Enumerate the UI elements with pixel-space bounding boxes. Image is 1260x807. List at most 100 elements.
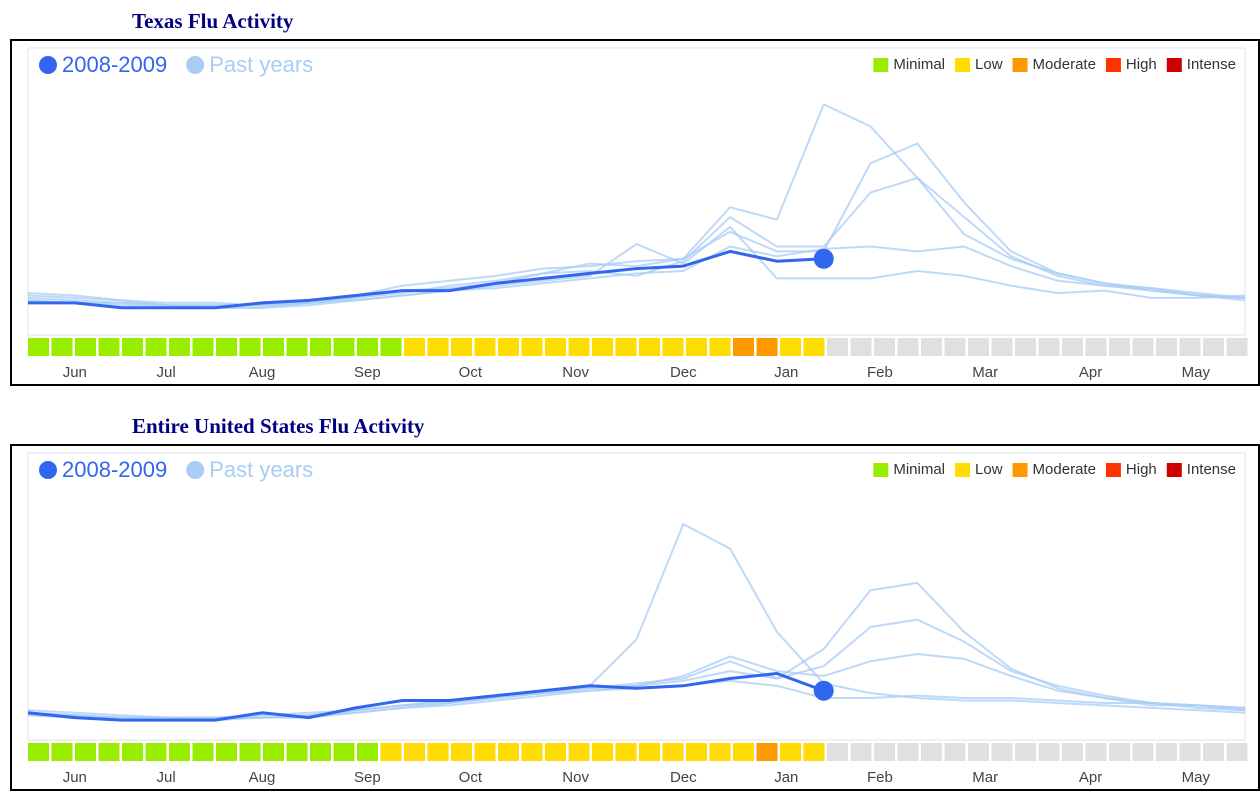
activity-legend-swatch — [955, 463, 971, 477]
activity-square — [897, 743, 919, 761]
activity-square — [286, 743, 308, 761]
activity-square — [1132, 743, 1154, 761]
activity-square — [1156, 743, 1177, 761]
activity-square — [874, 338, 895, 356]
x-tick-label: Nov — [562, 769, 589, 786]
activity-square — [122, 743, 143, 761]
activity-square — [592, 743, 613, 761]
x-tick-label: Aug — [249, 364, 276, 381]
activity-square — [169, 743, 190, 761]
activity-square — [333, 338, 355, 356]
activity-square — [827, 338, 848, 356]
activity-square — [498, 338, 519, 356]
activity-legend-label: High — [1126, 461, 1157, 478]
activity-square — [404, 743, 425, 761]
activity-legend-swatch — [1105, 463, 1121, 477]
activity-square — [192, 743, 214, 761]
activity-square — [239, 338, 261, 356]
activity-square — [709, 743, 731, 761]
activity-legend-swatch — [1166, 463, 1182, 477]
activity-square — [380, 743, 402, 761]
panel-border — [10, 444, 1260, 791]
x-tick-label: Mar — [972, 769, 998, 786]
activity-square — [28, 338, 49, 356]
activity-square — [51, 338, 73, 356]
activity-square — [827, 743, 848, 761]
past-year-line — [27, 245, 1246, 309]
activity-square — [286, 338, 308, 356]
activity-square — [968, 338, 989, 356]
activity-square — [968, 743, 989, 761]
past-year-line — [27, 225, 1246, 307]
activity-square — [263, 338, 284, 356]
activity-square — [357, 743, 378, 761]
x-tick-label: May — [1182, 364, 1211, 381]
activity-square — [1038, 743, 1060, 761]
legend-dot — [186, 461, 205, 479]
activity-square — [427, 338, 449, 356]
activity-legend-swatch — [873, 463, 889, 477]
activity-legend-label: Minimal — [893, 56, 945, 73]
activity-square — [145, 338, 167, 356]
activity-square — [780, 743, 801, 761]
activity-square — [991, 338, 1013, 356]
x-tick-label: Apr — [1079, 364, 1102, 381]
plot-border — [27, 452, 1246, 741]
activity-square — [1062, 338, 1083, 356]
legend-label: 2008-2009 — [62, 457, 167, 482]
activity-square — [1179, 743, 1201, 761]
x-tick-label: Jan — [774, 769, 798, 786]
activity-square — [780, 338, 801, 356]
activity-square — [662, 338, 684, 356]
activity-square — [592, 338, 613, 356]
activity-square — [239, 743, 261, 761]
x-tick-label: Jul — [156, 769, 175, 786]
activity-square — [98, 338, 120, 356]
x-tick-label: Sep — [354, 769, 381, 786]
past-year-line — [27, 176, 1246, 307]
activity-square — [733, 338, 754, 356]
activity-legend-swatch — [1012, 58, 1028, 72]
current-end-dot — [813, 680, 834, 701]
activity-square — [568, 743, 590, 761]
activity-legend-label: Low — [975, 56, 1003, 73]
activity-square — [169, 338, 190, 356]
activity-square — [521, 338, 543, 356]
x-tick-label: Oct — [459, 769, 483, 786]
activity-square — [75, 743, 96, 761]
activity-square — [686, 338, 707, 356]
x-tick-label: Apr — [1079, 769, 1102, 786]
past-year-line — [27, 581, 1246, 719]
activity-legend-label: High — [1126, 56, 1157, 73]
activity-square — [921, 743, 942, 761]
activity-square — [474, 743, 496, 761]
activity-square — [686, 743, 707, 761]
plot-border — [27, 47, 1246, 336]
activity-square — [733, 743, 754, 761]
activity-square — [145, 743, 167, 761]
activity-square — [944, 338, 966, 356]
activity-square — [639, 338, 660, 356]
activity-square — [333, 743, 355, 761]
activity-square — [98, 743, 120, 761]
current-line — [28, 249, 824, 310]
activity-square — [75, 338, 96, 356]
activity-square — [216, 743, 237, 761]
activity-square — [1203, 743, 1224, 761]
activity-legend-swatch — [955, 58, 971, 72]
activity-square — [1015, 743, 1036, 761]
activity-legend-label: Low — [975, 461, 1003, 478]
activity-square — [1109, 743, 1130, 761]
x-tick-label: Feb — [867, 769, 893, 786]
activity-square — [756, 743, 778, 761]
activity-square — [451, 338, 472, 356]
current-end-dot — [813, 248, 834, 269]
chart-title: Texas Flu Activity — [132, 9, 294, 33]
activity-square — [850, 743, 872, 761]
activity-square — [1062, 743, 1083, 761]
current-line — [27, 672, 825, 722]
activity-square — [357, 338, 378, 356]
activity-square — [615, 338, 637, 356]
activity-square — [380, 338, 402, 356]
activity-square — [545, 338, 566, 356]
